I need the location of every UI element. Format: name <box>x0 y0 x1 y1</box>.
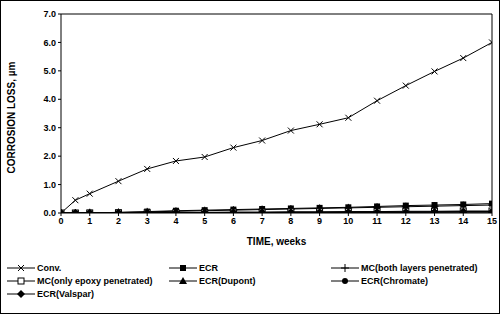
svg-text:TIME, weeks: TIME, weeks <box>247 236 307 247</box>
svg-text:7.0: 7.0 <box>43 9 56 19</box>
svg-text:3: 3 <box>145 216 150 226</box>
html-text:MC(only epoxy penetrated): MC(only epoxy penetrated) <box>37 276 153 286</box>
svg-text:15: 15 <box>487 216 492 226</box>
svg-text:6.0: 6.0 <box>43 38 56 48</box>
svg-text:6: 6 <box>231 216 236 226</box>
svg-text:2.0: 2.0 <box>43 151 56 161</box>
svg-text:1: 1 <box>87 216 92 226</box>
html-text:MC(both layers penetrated): MC(both layers penetrated) <box>361 263 478 273</box>
svg-text:11: 11 <box>372 216 382 226</box>
svg-text:CORROSION LOSS, µm: CORROSION LOSS, µm <box>8 62 17 174</box>
svg-text:7: 7 <box>260 216 265 226</box>
svg-text:8: 8 <box>288 216 293 226</box>
html-text:ECR(Valspar): ECR(Valspar) <box>37 289 94 299</box>
html-text:ECR(Dupont): ECR(Dupont) <box>199 276 256 286</box>
html-text:Conv.: Conv. <box>37 263 62 273</box>
svg-text:5.0: 5.0 <box>43 66 56 76</box>
svg-text:0: 0 <box>58 216 63 226</box>
svg-text:13: 13 <box>430 216 440 226</box>
svg-text:10: 10 <box>343 216 353 226</box>
svg-text:0.0: 0.0 <box>43 208 56 218</box>
svg-text:3.0: 3.0 <box>43 123 56 133</box>
svg-text:14: 14 <box>458 216 468 226</box>
html-text:ECR(Chromate): ECR(Chromate) <box>361 276 428 286</box>
svg-text:5: 5 <box>202 216 207 226</box>
svg-text:9: 9 <box>317 216 322 226</box>
svg-text:1.0: 1.0 <box>43 180 56 190</box>
svg-text:2: 2 <box>116 216 121 226</box>
svg-text:4.0: 4.0 <box>43 94 56 104</box>
svg-text:4: 4 <box>173 216 178 226</box>
html-text:ECR: ECR <box>199 263 218 273</box>
svg-text:12: 12 <box>401 216 411 226</box>
